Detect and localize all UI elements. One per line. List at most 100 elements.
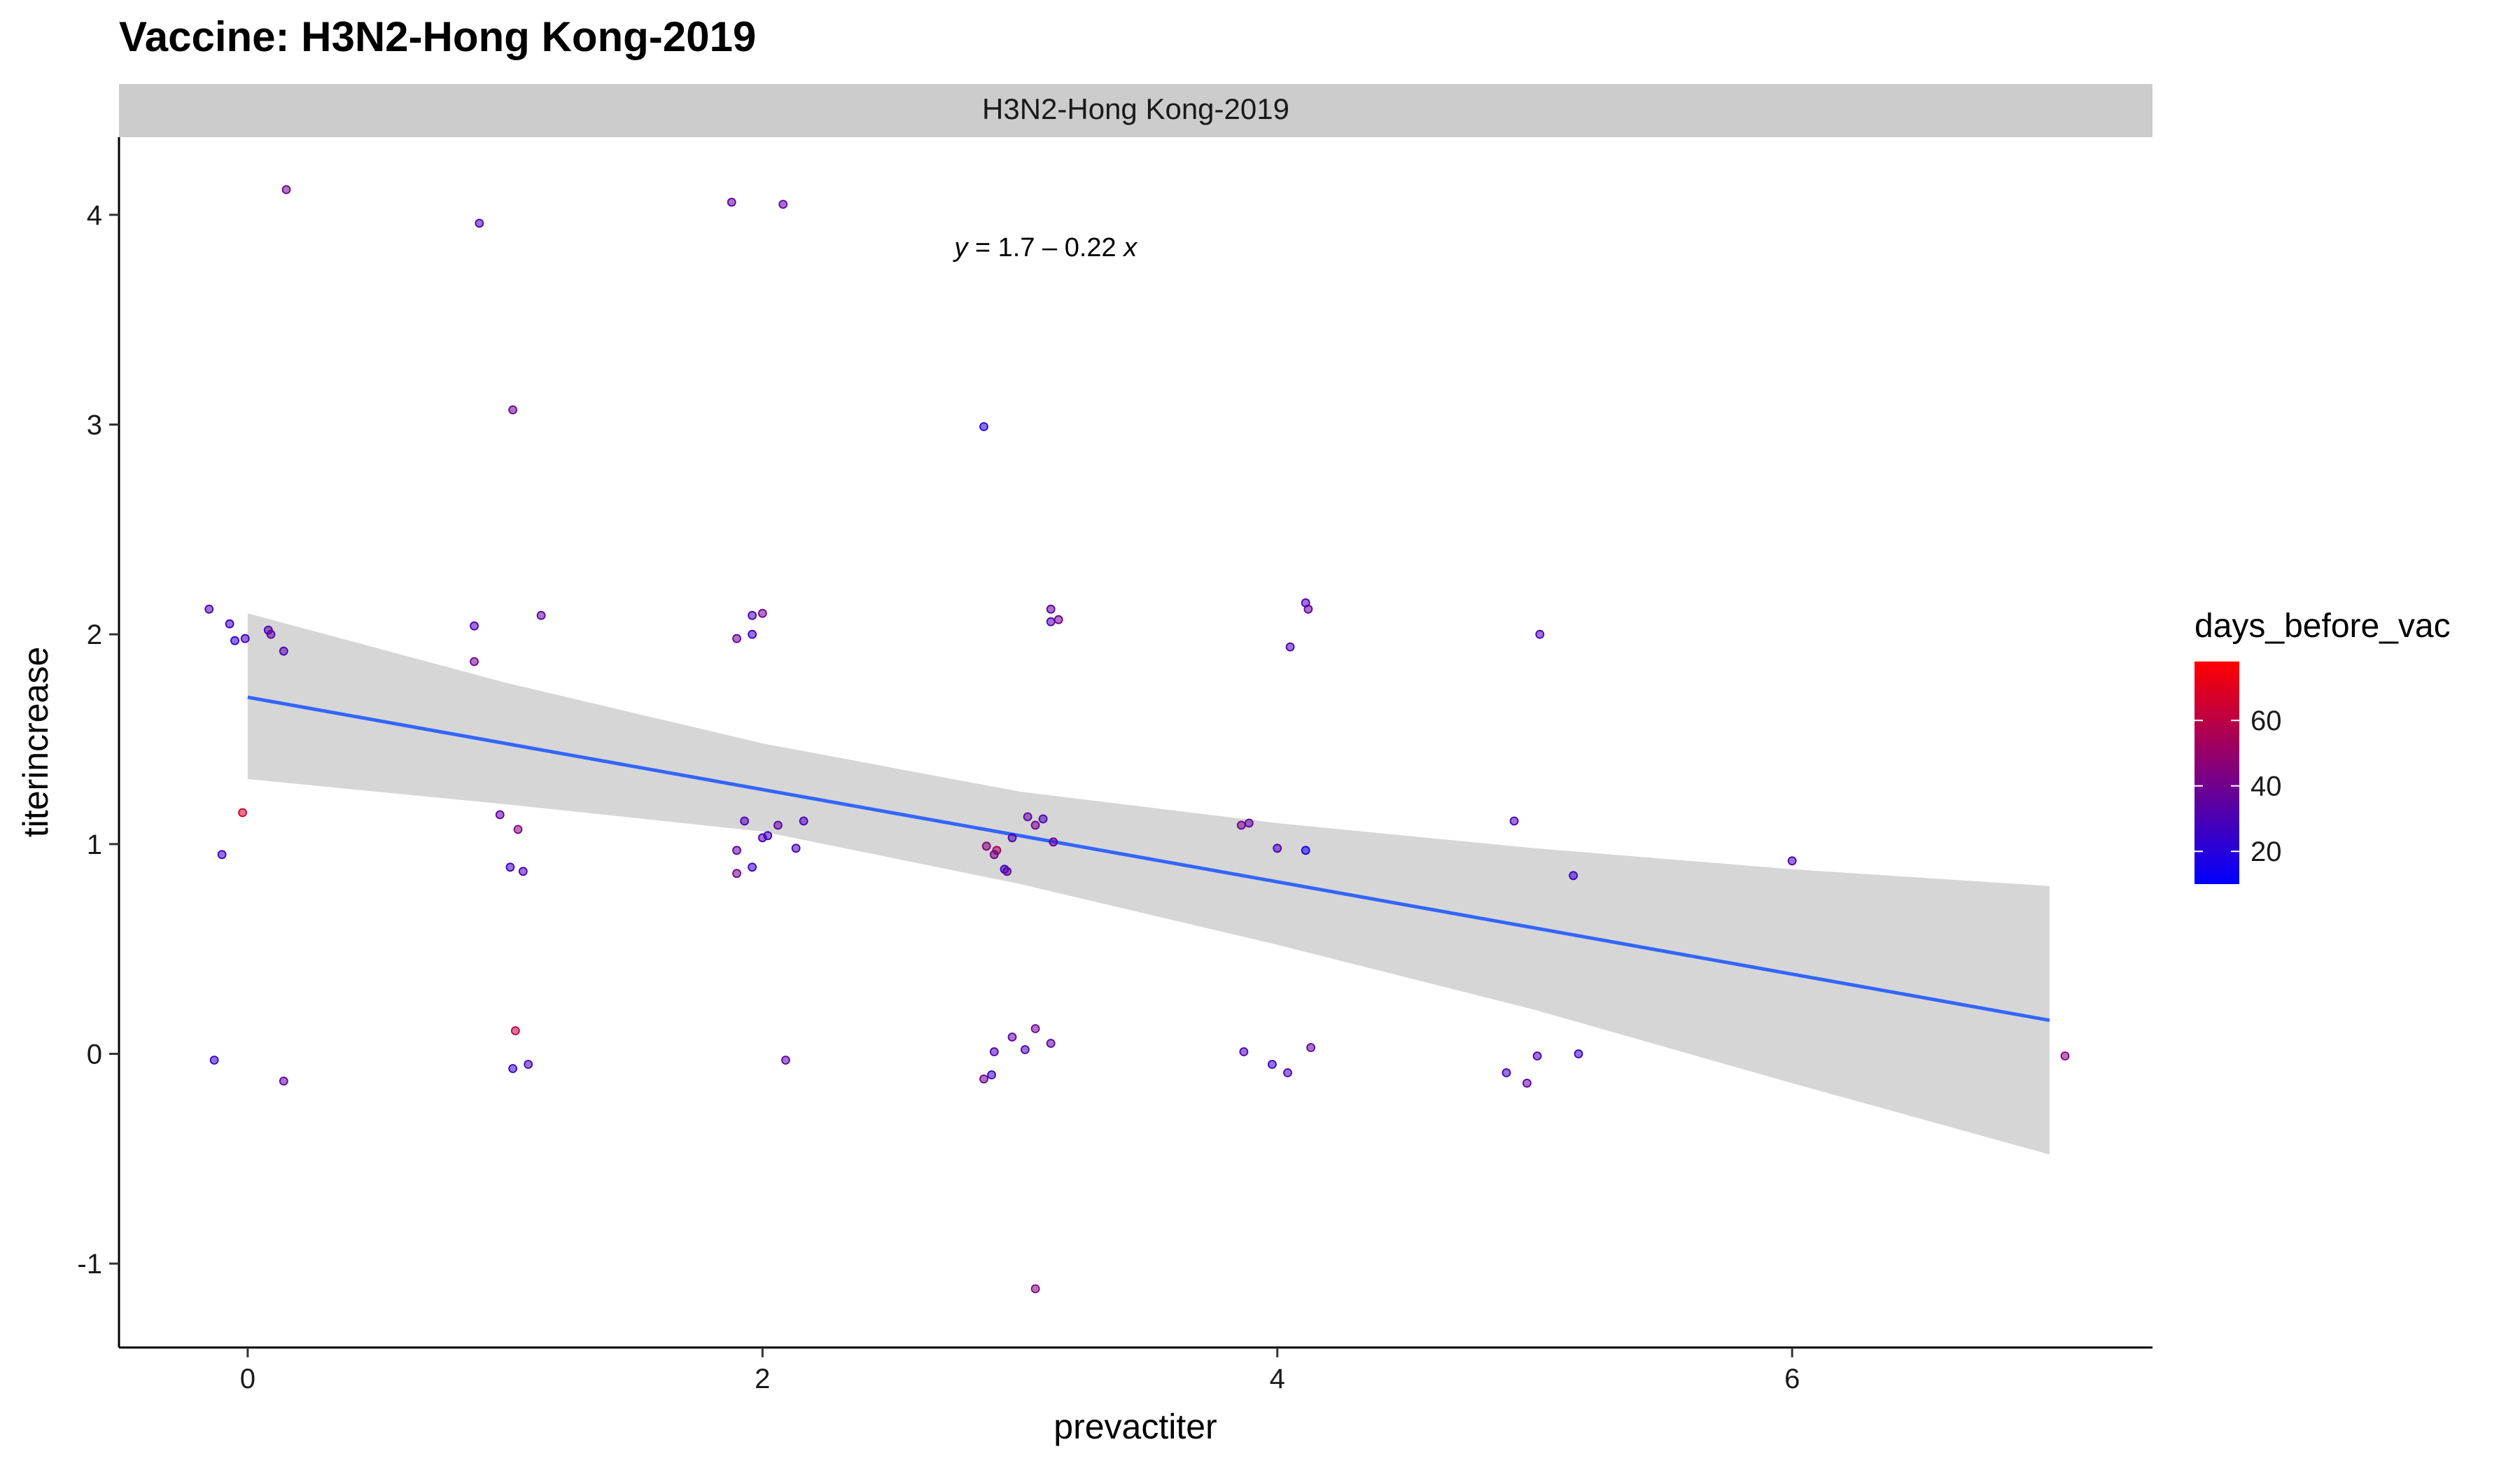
data-point: [204, 604, 214, 614]
data-point: [1569, 871, 1578, 881]
y-tick-label: 3: [87, 410, 102, 441]
data-point: [740, 816, 749, 826]
data-point: [470, 657, 479, 666]
data-point: [791, 844, 801, 853]
data-point: [1268, 1060, 1277, 1069]
data-point: [1522, 1079, 1532, 1088]
data-point: [1236, 820, 1246, 830]
regression-equation: y = 1.7 – 0.22 x: [952, 233, 1138, 262]
data-point: [230, 636, 239, 645]
data-point: [1023, 812, 1032, 822]
data-point: [240, 634, 250, 643]
data-point: [799, 816, 808, 826]
data-point: [1285, 642, 1295, 652]
legend-tick-label: 20: [2250, 836, 2282, 867]
data-point: [732, 846, 741, 855]
data-point: [1007, 1032, 1017, 1042]
x-axis-title: prevactiter: [1054, 1407, 1217, 1446]
data-point: [209, 1056, 219, 1065]
data-point: [1502, 1068, 1511, 1077]
data-point: [1054, 615, 1063, 624]
data-point: [524, 1060, 533, 1069]
data-point: [1509, 816, 1519, 826]
data-point: [774, 820, 783, 830]
data-point: [1030, 1024, 1040, 1033]
data-point: [763, 831, 773, 841]
y-tick-label: 2: [87, 620, 102, 650]
data-point: [1273, 844, 1282, 853]
data-point: [279, 646, 288, 656]
data-point: [225, 619, 234, 629]
data-point: [989, 1047, 999, 1056]
data-point: [536, 610, 546, 620]
data-point: [1244, 818, 1254, 828]
facet-strip-label: H3N2-Hong Kong-2019: [982, 92, 1289, 125]
data-point: [470, 621, 479, 631]
data-point: [266, 629, 276, 639]
y-tick-label: 4: [87, 200, 102, 231]
y-axis-title: titerincrease: [16, 647, 55, 837]
regression-line-layer: [247, 695, 2050, 1023]
data-point: [987, 1070, 996, 1079]
data-point: [508, 405, 517, 414]
data-point: [508, 1064, 517, 1073]
data-point: [1239, 1047, 1249, 1056]
facet-strip: H3N2-Hong Kong-2019: [119, 84, 2152, 137]
legend-tick-label: 60: [2250, 706, 2282, 736]
data-point: [1049, 837, 1058, 847]
data-point: [1303, 604, 1313, 614]
regression-line: [247, 695, 2050, 1023]
data-point: [475, 218, 484, 228]
data-point: [732, 869, 741, 878]
data-point: [1046, 604, 1056, 614]
data-point: [510, 1026, 520, 1035]
data-point: [505, 862, 515, 872]
data-point: [757, 608, 767, 618]
data-point: [495, 810, 505, 820]
data-point: [748, 610, 757, 620]
confidence-band-layer: [247, 613, 2050, 1155]
x-tick-label: 6: [1784, 1364, 1800, 1394]
data-point: [727, 197, 736, 207]
data-point: [1030, 820, 1040, 830]
data-point: [1021, 1045, 1030, 1054]
data-point: [981, 841, 991, 851]
y-tick-label: 1: [87, 830, 102, 860]
data-point: [748, 629, 757, 639]
axes-layer: 0 2 4 6 -1 0 1 2 3 4: [77, 137, 2152, 1394]
x-tick-label: 0: [240, 1364, 255, 1394]
data-point: [1283, 1068, 1292, 1077]
data-point: [732, 634, 741, 643]
y-tick-label: 0: [87, 1039, 102, 1070]
data-point: [979, 1074, 988, 1084]
data-point: [1306, 1043, 1315, 1052]
legend-tick-label: 40: [2250, 771, 2282, 802]
data-point: [518, 867, 528, 876]
data-point: [217, 850, 227, 860]
data-points-layer: [204, 185, 2070, 1294]
x-tick-label: 4: [1270, 1364, 1285, 1394]
color-legend: days_before_vac 20 40 60: [2194, 608, 2451, 884]
chart-title: Vaccine: H3N2-Hong Kong-2019: [119, 13, 757, 60]
data-point: [778, 200, 788, 209]
data-point: [1046, 617, 1056, 626]
data-point: [989, 850, 999, 860]
x-tick-label: 2: [755, 1364, 770, 1394]
data-point: [1046, 1039, 1056, 1048]
data-point: [1002, 867, 1011, 876]
confidence-band: [247, 613, 2050, 1155]
data-point: [1574, 1049, 1583, 1058]
data-point: [1007, 833, 1017, 843]
data-point: [1301, 846, 1310, 855]
data-point: [2060, 1051, 2070, 1060]
data-point: [1787, 856, 1797, 866]
legend-title: days_before_vac: [2194, 608, 2451, 645]
data-point: [238, 808, 247, 818]
data-point: [1532, 1051, 1542, 1060]
data-point: [1030, 1284, 1040, 1294]
data-point: [279, 1077, 288, 1086]
data-point: [513, 825, 523, 834]
data-point: [1038, 814, 1048, 824]
equation-annotation-layer: y = 1.7 – 0.22 x: [952, 233, 1138, 262]
